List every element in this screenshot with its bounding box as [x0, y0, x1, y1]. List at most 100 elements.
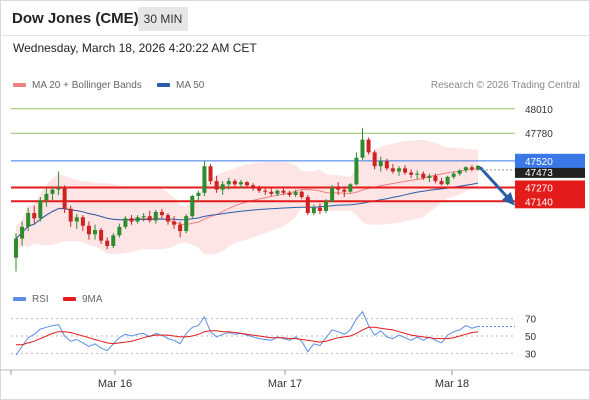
candle-body	[311, 207, 316, 213]
candle-body	[26, 212, 31, 227]
candle-body	[330, 187, 335, 202]
candle-body	[396, 168, 401, 172]
ma50-line	[15, 182, 479, 239]
candle-body	[159, 211, 164, 216]
level-label-47140: 47140	[525, 197, 553, 208]
header-divider	[0, 35, 590, 36]
candle-body	[147, 216, 152, 221]
candle-body	[415, 173, 420, 175]
candle-body	[421, 173, 426, 178]
pivot-label-top: 47520	[525, 157, 553, 168]
candle-body	[245, 182, 249, 186]
candle-body	[317, 207, 322, 211]
candle-body	[190, 195, 195, 217]
candle-body	[196, 192, 201, 196]
candle-body	[354, 157, 359, 185]
candle-body	[14, 238, 18, 258]
candle-body	[153, 211, 158, 221]
candle-body	[451, 173, 456, 177]
candle-body	[257, 188, 262, 191]
candle-body	[348, 184, 353, 192]
candle-body	[287, 192, 292, 195]
legend-ma20-label: MA 20 + Bollinger Bands	[32, 80, 142, 91]
x-tick-label: Mar 16	[98, 378, 132, 390]
x-tick-label: Mar 18	[435, 378, 469, 390]
current-price-label: 47473	[525, 168, 553, 179]
candle-body	[62, 188, 67, 209]
ma20-swatch	[13, 83, 26, 88]
candle-body	[111, 235, 116, 246]
interval-button[interactable]: 30 MIN	[138, 7, 188, 31]
candle-body	[427, 175, 432, 178]
candle-body	[93, 230, 98, 235]
candle-body	[238, 182, 243, 185]
candle-body	[220, 184, 225, 190]
candle-body	[433, 175, 438, 182]
legend-9ma: 9MA	[63, 294, 103, 305]
candle-body	[360, 139, 365, 158]
candle-body	[476, 165, 480, 170]
candle-body	[403, 168, 408, 173]
candle-body	[56, 188, 61, 190]
level-label-47780: 47780	[525, 129, 553, 140]
candle-body	[172, 221, 177, 225]
level-label-48010: 48010	[525, 105, 553, 116]
candle-body	[299, 191, 304, 198]
level-box-47140	[515, 194, 585, 209]
candle-body	[105, 240, 110, 246]
candle-body	[305, 197, 310, 213]
candle-body	[251, 185, 256, 189]
candle-body	[384, 160, 389, 169]
level-box-47270	[515, 180, 585, 195]
legend-ma50-label: MA 50	[176, 80, 205, 91]
candle-body	[129, 218, 134, 222]
candle-body	[378, 160, 383, 167]
candle-body	[463, 167, 468, 171]
candle-body	[281, 190, 286, 193]
candle-body	[372, 152, 377, 167]
candle-body	[445, 176, 450, 185]
legend-ma50: MA 50	[157, 80, 204, 91]
candle-body	[165, 215, 170, 222]
candle-body	[20, 226, 25, 239]
candle-body	[99, 230, 104, 241]
candle-body	[457, 170, 462, 174]
level-label-47270: 47270	[525, 183, 553, 194]
instrument-title: Dow Jones (CME)	[12, 10, 139, 27]
ma50-swatch	[157, 83, 170, 88]
rsi-series-RSI	[15, 310, 479, 356]
current-price-box	[515, 165, 585, 178]
legend-ma20: MA 20 + Bollinger Bands	[13, 80, 142, 91]
rsi-tick-label-30: 30	[525, 349, 537, 360]
candle-body	[232, 181, 237, 185]
x-tick-label: Mar 17	[268, 378, 302, 390]
candle-body	[293, 191, 298, 195]
candle-body	[50, 189, 55, 194]
copyright-label: Research © 2026 Trading Central	[430, 80, 580, 91]
candle-body	[74, 217, 79, 222]
candle-body	[68, 208, 73, 222]
candle-body	[214, 181, 219, 190]
candle-body	[269, 191, 274, 194]
legend-rsi-label: RSI	[32, 294, 49, 305]
pivot-box-top	[515, 153, 585, 168]
candle-body	[178, 224, 183, 232]
candle-body	[135, 217, 140, 222]
candle-body	[117, 226, 122, 236]
candle-body	[275, 190, 280, 194]
candle-body	[342, 189, 347, 192]
candle-body	[80, 217, 85, 226]
rsi-series-9MA	[16, 326, 479, 346]
candle-body	[32, 212, 37, 219]
candle-body	[141, 216, 146, 218]
legend-9ma-label: 9MA	[82, 294, 103, 305]
candle-body	[390, 168, 395, 172]
candles	[14, 127, 480, 272]
candle-body	[86, 225, 91, 235]
datetime-label: Wednesday, March 18, 2026 4:20:22 AM CET	[13, 41, 257, 55]
candle-body	[44, 193, 49, 201]
candle-body	[439, 181, 444, 185]
bollinger-band	[16, 139, 478, 255]
candle-body	[336, 187, 341, 190]
